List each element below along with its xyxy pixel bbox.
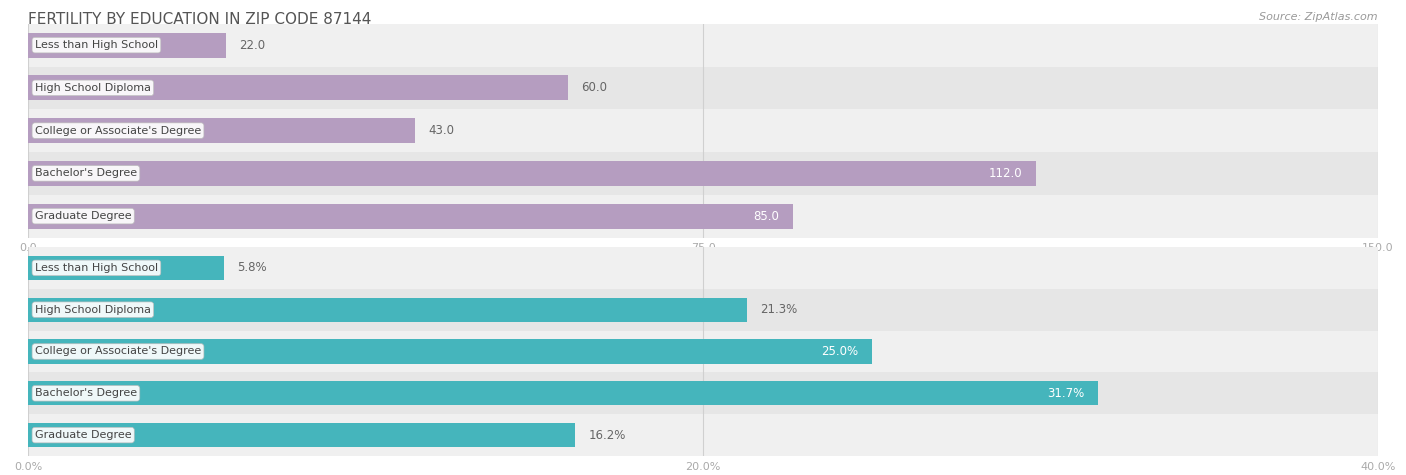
Text: Less than High School: Less than High School	[35, 263, 157, 273]
Text: 31.7%: 31.7%	[1047, 387, 1084, 400]
Bar	[28, 24, 1378, 66]
Bar	[28, 33, 226, 57]
Bar	[28, 331, 1378, 372]
Text: College or Associate's Degree: College or Associate's Degree	[35, 346, 201, 357]
Text: 21.3%: 21.3%	[761, 303, 797, 316]
Text: High School Diploma: High School Diploma	[35, 83, 150, 93]
Bar	[28, 381, 1098, 406]
Bar	[28, 256, 224, 280]
Bar	[28, 76, 568, 100]
Bar	[28, 195, 1378, 238]
Bar	[28, 372, 1378, 414]
Text: 60.0: 60.0	[582, 81, 607, 95]
Text: 16.2%: 16.2%	[588, 428, 626, 442]
Bar	[28, 297, 747, 322]
Text: College or Associate's Degree: College or Associate's Degree	[35, 125, 201, 136]
Text: 25.0%: 25.0%	[821, 345, 858, 358]
Bar	[28, 414, 1378, 456]
Text: High School Diploma: High School Diploma	[35, 304, 150, 315]
Text: 43.0: 43.0	[429, 124, 454, 137]
Bar	[28, 66, 1378, 109]
Bar	[28, 109, 1378, 152]
Text: Less than High School: Less than High School	[35, 40, 157, 50]
Text: Bachelor's Degree: Bachelor's Degree	[35, 388, 136, 399]
Text: Graduate Degree: Graduate Degree	[35, 430, 132, 440]
Bar	[28, 152, 1378, 195]
Bar	[28, 118, 415, 143]
Bar	[28, 289, 1378, 331]
Text: 22.0: 22.0	[239, 38, 266, 52]
Bar	[28, 423, 575, 447]
Text: 112.0: 112.0	[988, 167, 1022, 180]
Text: FERTILITY BY EDUCATION IN ZIP CODE 87144: FERTILITY BY EDUCATION IN ZIP CODE 87144	[28, 12, 371, 27]
Bar	[28, 161, 1036, 186]
Bar	[28, 339, 872, 364]
Text: Bachelor's Degree: Bachelor's Degree	[35, 168, 136, 179]
Text: 85.0: 85.0	[754, 209, 779, 223]
Bar	[28, 204, 793, 228]
Bar	[28, 247, 1378, 289]
Text: 5.8%: 5.8%	[238, 261, 267, 275]
Text: Graduate Degree: Graduate Degree	[35, 211, 132, 221]
Text: Source: ZipAtlas.com: Source: ZipAtlas.com	[1260, 12, 1378, 22]
